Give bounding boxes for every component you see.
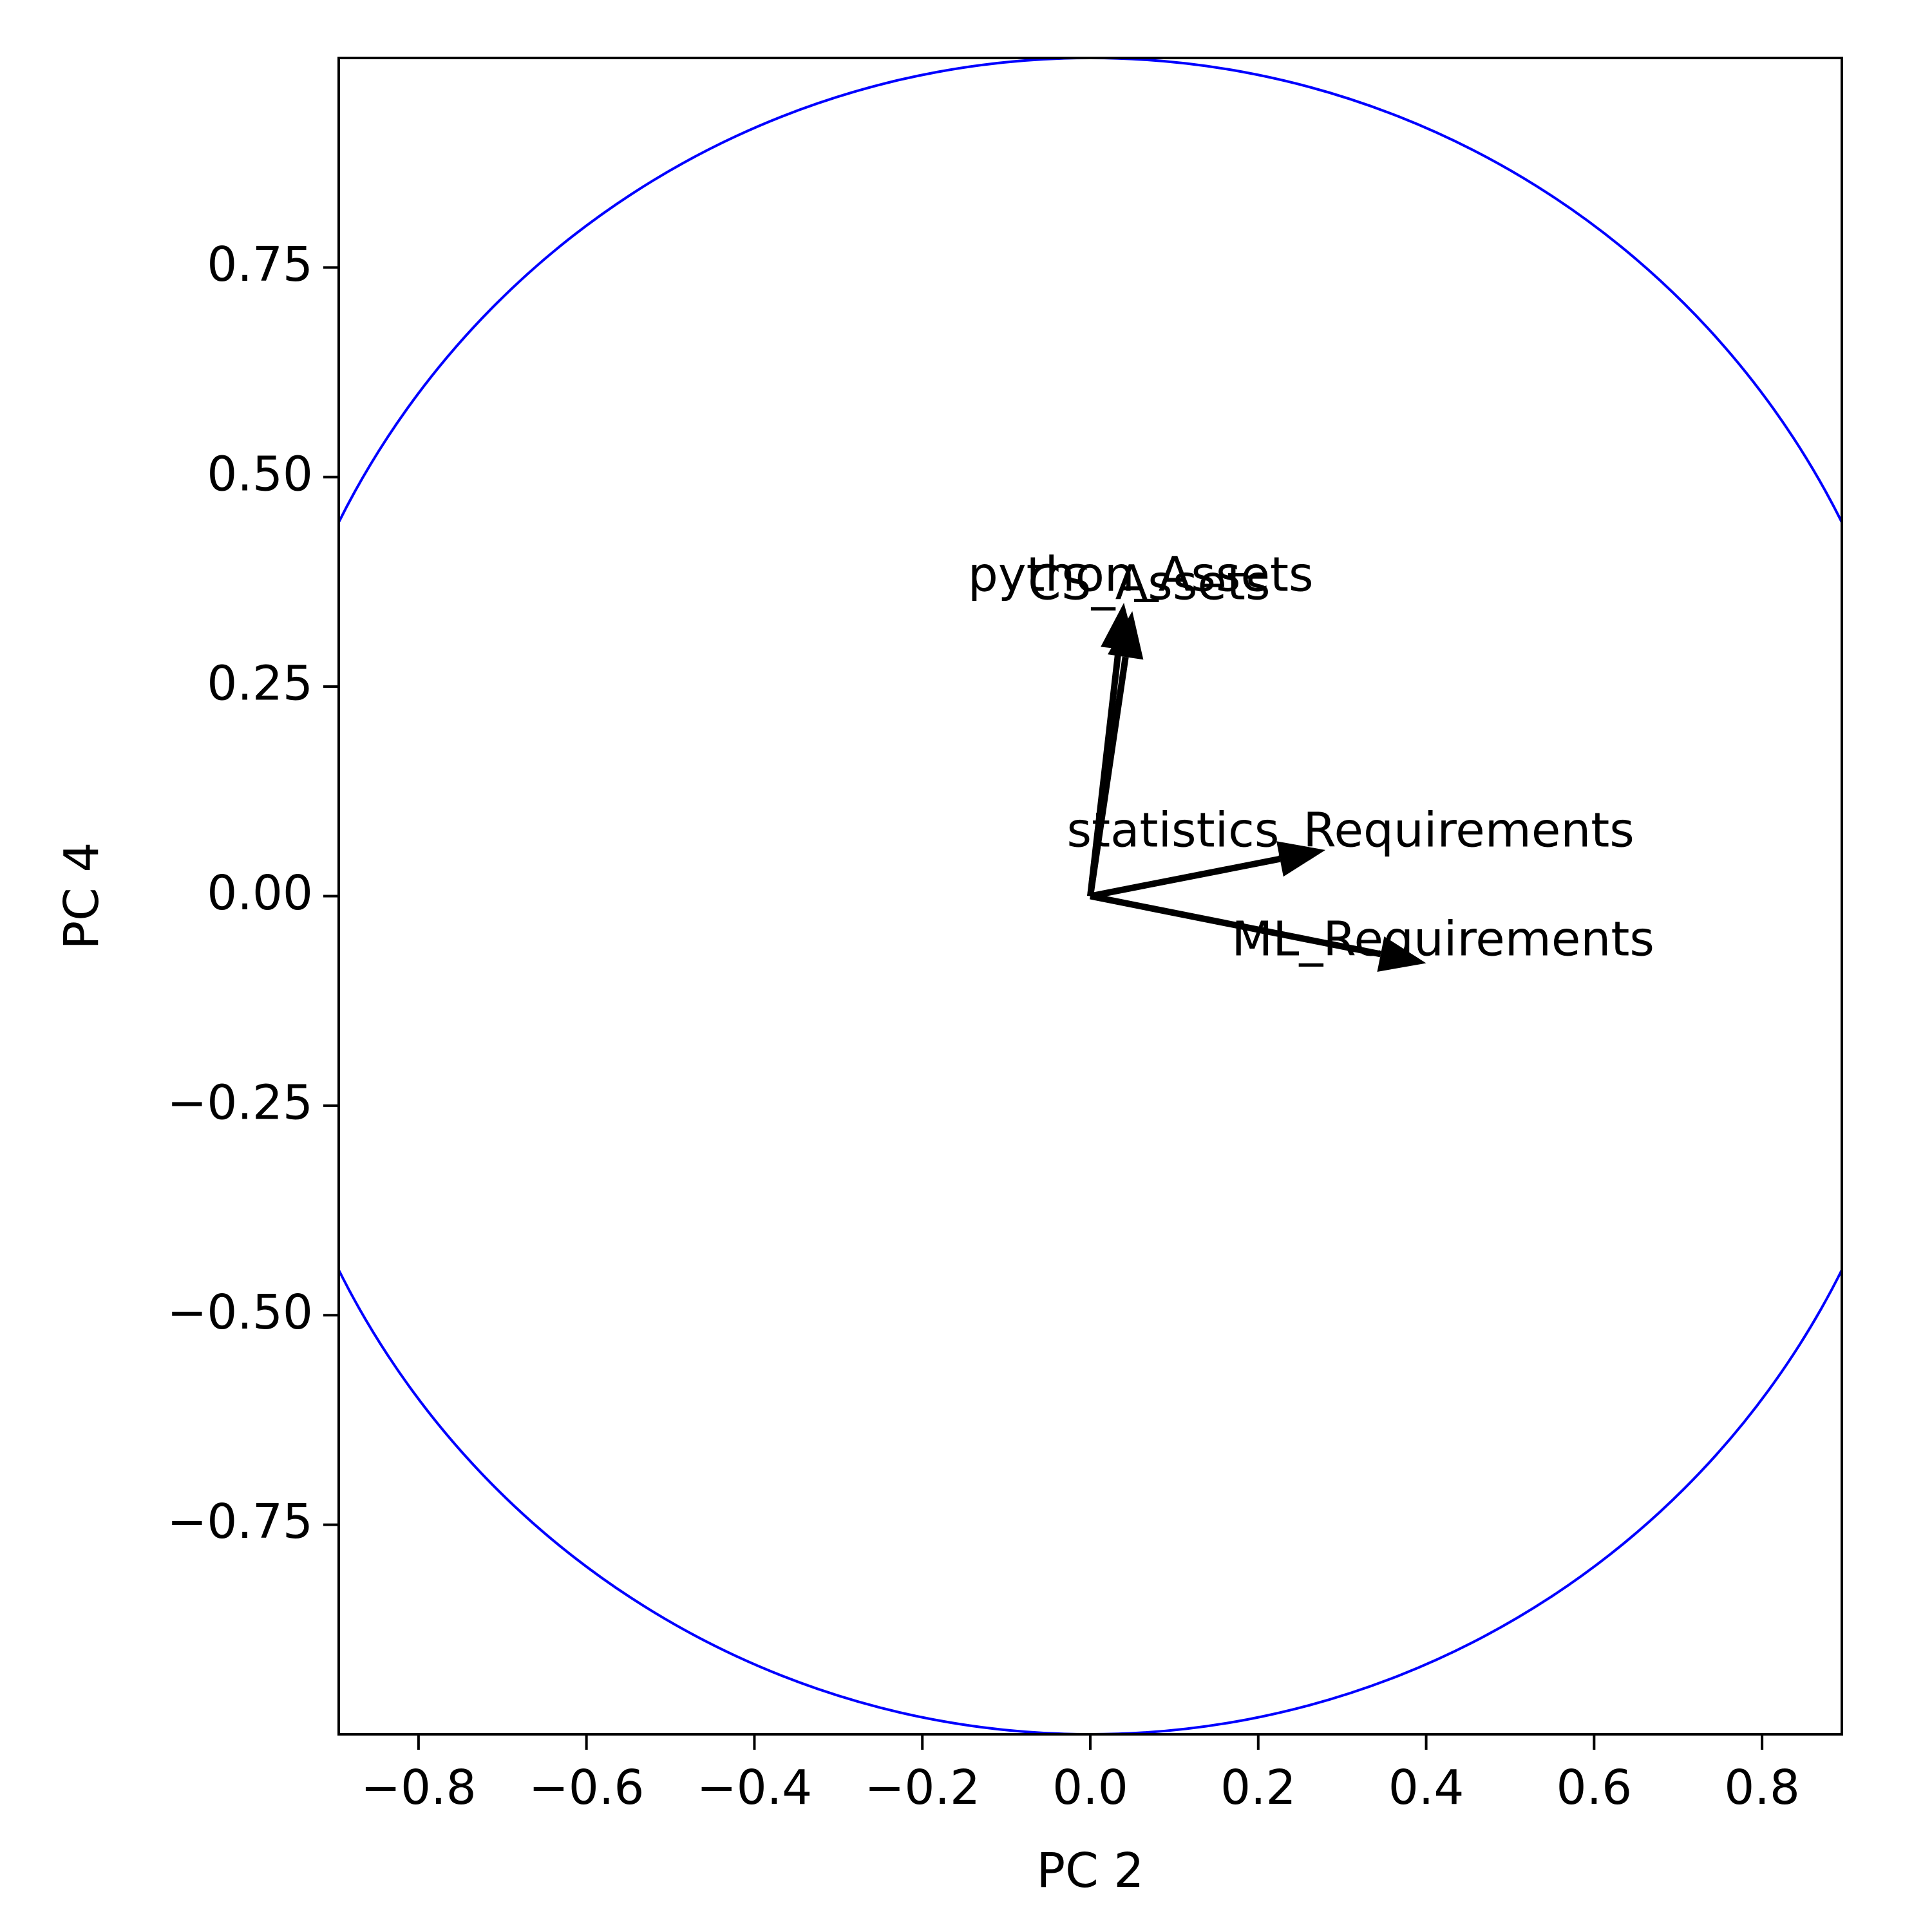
x-tick-label: 0.4 — [1388, 1760, 1464, 1815]
x-axis-ticks: −0.8 −0.6 −0.4 −0.2 0.0 0.2 0.4 0.6 0.8 — [361, 1734, 1800, 1815]
vector-label: python_Assets — [968, 547, 1314, 602]
vector-label: CS_Assets — [1028, 555, 1270, 611]
y-tick-label: −0.75 — [167, 1494, 313, 1549]
loading-arrow-head — [1108, 611, 1144, 660]
loading-arrow-shaft — [1090, 855, 1281, 900]
y-tick-label: −0.25 — [167, 1075, 313, 1130]
loading-arrow-shaft — [1090, 893, 1381, 958]
y-axis-ticks: −0.75 −0.50 −0.25 0.00 0.25 0.50 0.75 — [167, 237, 339, 1549]
vector-label: statistics_Requirements — [1067, 802, 1634, 858]
vector-label: ML_Requirements — [1231, 912, 1654, 967]
y-tick-label: −0.50 — [167, 1285, 313, 1340]
x-tick-label: −0.4 — [697, 1760, 813, 1815]
y-tick-label: 0.25 — [207, 656, 313, 712]
y-tick-label: 0.50 — [207, 446, 313, 502]
y-axis-label: PC 4 — [54, 842, 109, 950]
x-tick-label: 0.6 — [1557, 1760, 1633, 1815]
y-tick-label: 0.75 — [207, 237, 313, 292]
x-tick-label: 0.0 — [1052, 1760, 1128, 1815]
x-axis-label: PC 2 — [1037, 1843, 1144, 1899]
loading-arrow-head — [1276, 841, 1326, 877]
x-tick-label: 0.8 — [1724, 1760, 1800, 1815]
loading-arrow-head — [1377, 936, 1426, 972]
loading-arrow-shaft — [1087, 656, 1129, 897]
x-tick-label: −0.6 — [529, 1760, 645, 1815]
y-tick-label: 0.00 — [207, 866, 313, 921]
x-tick-label: −0.8 — [361, 1760, 477, 1815]
x-tick-label: −0.2 — [864, 1760, 980, 1815]
x-tick-label: 0.2 — [1220, 1760, 1296, 1815]
